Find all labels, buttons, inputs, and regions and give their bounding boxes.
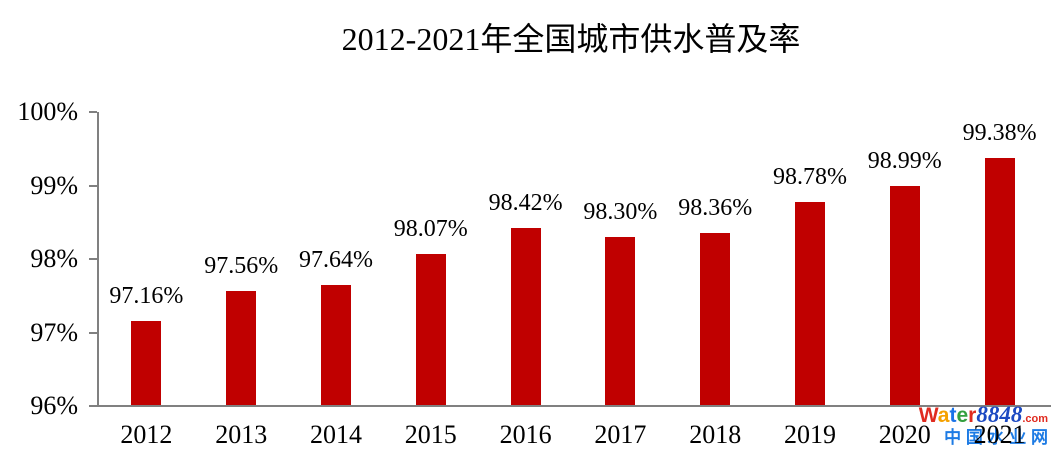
bar-value-label-2020: 98.99% [867,148,942,175]
x-axis-label-2015: 2015 [404,420,457,449]
bar-slot-2017: 98.30% 2017 [573,112,668,449]
y-axis-tick [89,111,97,113]
watermark-brand-letter: W [918,404,938,427]
y-axis-tick [89,184,97,187]
bar-value-label-2019: 98.78% [772,163,847,190]
bar-2018 [700,232,731,406]
x-axis-label-2017: 2017 [594,420,647,449]
bar-slot-2013: 97.56% 2013 [194,112,289,449]
y-axis-label: 96% [30,391,78,420]
bar-slot-2018: 98.36% 2018 [668,112,763,449]
bar-slot-2014: 97.64% 2014 [289,112,384,449]
bar-2015 [415,253,446,406]
watermark-brand-letter: t [949,404,957,427]
x-axis-label-2014: 2014 [309,420,362,449]
bar-value-label-2015: 98.07% [393,215,468,242]
watermark-brand-digits: 8848 [976,402,1023,427]
x-axis-label-2018: 2018 [689,420,742,449]
watermark-brand-letter: r [968,404,977,427]
bar-slot-2021: 99.38% 2021 [952,112,1047,449]
y-axis-tick [89,258,97,260]
bar-2014 [320,285,351,406]
bar-slot-2015: 98.07% 2015 [383,112,478,449]
bar-value-label-2017: 98.30% [583,198,658,225]
bar-2013 [226,291,257,406]
x-axis-label-2012: 2012 [120,420,173,449]
x-axis-label-2013: 2013 [215,420,268,449]
bar-value-label-2014: 97.64% [298,247,373,274]
bar-value-label-2013: 97.56% [204,253,279,280]
x-axis-label-2019: 2019 [783,420,836,449]
y-axis-label: 97% [30,317,78,347]
watermark-logo[interactable]: Water8848.com 中 国 水 业 网 [919,403,1048,446]
watermark-tagline: 中 国 水 业 网 [944,428,1048,447]
bar-value-label-2012: 97.16% [109,282,184,309]
chart-title: 2012-2021年全国城市供水普及率 [341,21,801,57]
watermark-brand-letter: e [956,404,969,427]
plot-area: 97.16% 2012 97.56% 2013 97.64% 2014 98.07% 2015… [89,111,1047,449]
x-axis-label-2016: 2016 [499,420,552,449]
bar-2017 [605,236,636,406]
y-axis-tick [89,331,97,334]
x-axis-label-2021: 2021 [973,420,1026,449]
bar-slot-2012: 97.16% 2012 [99,112,194,449]
bar-2020 [889,186,920,406]
bar-2012 [131,320,162,406]
watermark-domain-suffix: .com [1022,413,1048,425]
bar-slot-2016: 98.42% 2016 [478,112,573,449]
watermark-brand-letter: a [937,404,950,427]
bar-2021 [984,157,1015,406]
bar-slot-2019: 98.78% 2019 [763,112,858,449]
y-axis-label: 99% [30,170,78,200]
bar-2019 [794,201,825,406]
bar-value-label-2021: 99.38% [962,119,1037,146]
watermark-brand-word: Water [919,404,977,427]
bar-value-label-2016: 98.42% [488,190,563,217]
y-axis-label: 98% [30,244,78,273]
y-axis-label: 100% [17,97,78,126]
bar-value-label-2018: 98.36% [678,194,753,221]
x-axis-label-2020: 2020 [878,420,931,449]
y-axis-tick [89,405,97,407]
watermark-brand: Water8848.com [919,403,1048,426]
bar-slot-2020: 98.99% 2020 [857,112,952,449]
x-axis-line [95,405,1051,407]
bar-2016 [510,228,541,406]
